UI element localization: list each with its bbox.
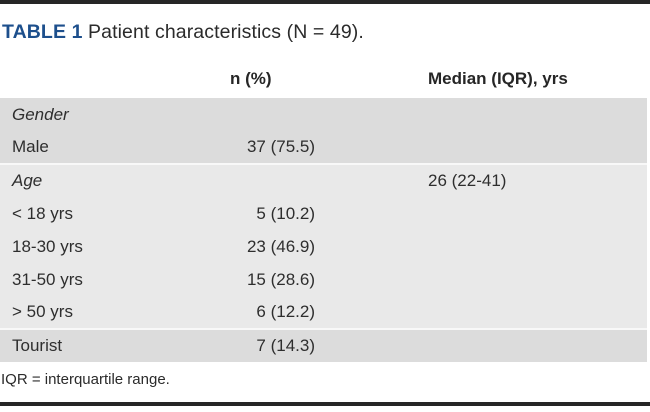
cell-label: Male (0, 131, 230, 164)
table-row: Gender (0, 98, 647, 131)
cell-label: Age (0, 163, 230, 197)
cell-median: 26 (22-41) (315, 163, 647, 197)
cell-median (315, 197, 647, 230)
cell-n-pct: 5 (10.2) (230, 197, 315, 230)
header-cell-label (0, 57, 230, 98)
top-rule (0, 0, 650, 4)
cell-n-pct (230, 163, 315, 197)
cell-median (315, 296, 647, 329)
table-row: 31-50 yrs 15 (28.6) (0, 263, 647, 296)
cell-median (315, 98, 647, 131)
cell-n-pct: 37 (75.5) (230, 131, 315, 164)
table-title: TABLE 1 Patient characteristics (N = 49)… (2, 21, 650, 44)
cell-label: Gender (0, 98, 230, 131)
cell-n-pct: 23 (46.9) (230, 230, 315, 263)
table-row: Male 37 (75.5) (0, 131, 647, 164)
bottom-rule (0, 402, 650, 406)
cell-n-pct: 7 (14.3) (230, 328, 315, 362)
table-row: > 50 yrs 6 (12.2) (0, 296, 647, 329)
cell-label: < 18 yrs (0, 197, 230, 230)
table-row: < 18 yrs 5 (10.2) (0, 197, 647, 230)
cell-median (315, 328, 647, 362)
header-cell-median: Median (IQR), yrs (315, 57, 647, 98)
cell-label: > 50 yrs (0, 296, 230, 329)
table-row: Tourist 7 (14.3) (0, 328, 647, 362)
cell-label: 18-30 yrs (0, 230, 230, 263)
table-row: Age 26 (22-41) (0, 163, 647, 197)
table-row: 18-30 yrs 23 (46.9) (0, 230, 647, 263)
header-cell-n-pct: n (%) (230, 57, 315, 98)
cell-median (315, 263, 647, 296)
table-header: n (%) Median (IQR), yrs (0, 57, 647, 98)
table-footnote: IQR = interquartile range. (1, 371, 170, 388)
cell-label: 31-50 yrs (0, 263, 230, 296)
cell-n-pct: 6 (12.2) (230, 296, 315, 329)
table-body: Gender Male 37 (75.5) Age 26 (22-41) < 18 yrs… (0, 98, 647, 362)
patient-characteristics-table: n (%) Median (IQR), yrs Gender Male 37 (75… (0, 57, 647, 362)
cell-label: Tourist (0, 328, 230, 362)
cell-n-pct: 15 (28.6) (230, 263, 315, 296)
cell-median (315, 230, 647, 263)
cell-median (315, 131, 647, 164)
header-row: n (%) Median (IQR), yrs (0, 57, 647, 98)
table-number-label: TABLE 1 (2, 21, 83, 43)
table-title-text: Patient characteristics (N = 49). (88, 21, 364, 43)
cell-n-pct (230, 98, 315, 131)
